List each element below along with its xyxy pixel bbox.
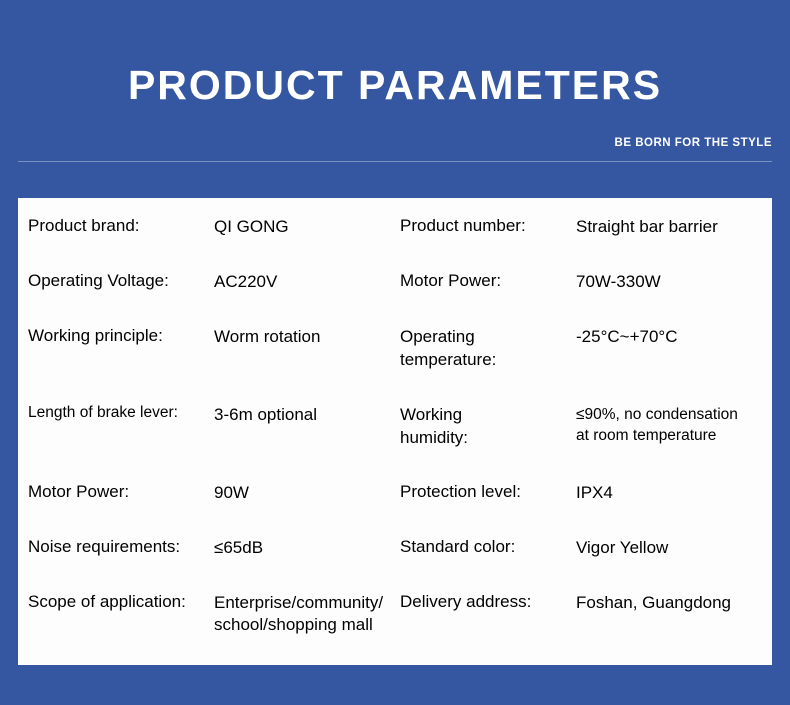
- param-value: Vigor Yellow: [576, 535, 762, 560]
- param-label: Delivery address:: [400, 590, 576, 638]
- param-label: Motor Power:: [400, 269, 576, 294]
- param-value: -25°C~+70°C: [576, 324, 762, 372]
- param-value: ≤65dB: [214, 535, 400, 560]
- param-label: Scope of application:: [28, 590, 214, 638]
- param-label: Motor Power:: [28, 480, 214, 505]
- param-value: ≤90%, no condensationat room temperature: [576, 402, 762, 450]
- header: PRODUCT PARAMETERS BE BORN FOR THE STYLE: [0, 0, 790, 180]
- param-value: 3-6m optional: [214, 402, 400, 450]
- param-label: Operatingtemperature:: [400, 324, 576, 372]
- page-container: PRODUCT PARAMETERS BE BORN FOR THE STYLE…: [0, 0, 790, 705]
- param-label: Workinghumidity:: [400, 402, 576, 450]
- page-subtitle: BE BORN FOR THE STYLE: [615, 137, 772, 149]
- param-value: QI GONG: [214, 214, 400, 239]
- param-value: 70W-330W: [576, 269, 762, 294]
- subtitle-row: BE BORN FOR THE STYLE: [0, 137, 790, 149]
- param-label: Working principle:: [28, 324, 214, 372]
- param-label: Product number:: [400, 214, 576, 239]
- param-label: Length of brake lever:: [28, 402, 214, 450]
- parameters-panel: Product brand: QI GONG Product number: S…: [18, 198, 772, 665]
- param-value: 90W: [214, 480, 400, 505]
- param-value: Foshan, Guangdong: [576, 590, 762, 638]
- page-title: PRODUCT PARAMETERS: [0, 62, 790, 109]
- param-label: Standard color:: [400, 535, 576, 560]
- param-label: Operating Voltage:: [28, 269, 214, 294]
- param-value: AC220V: [214, 269, 400, 294]
- param-label: Product brand:: [28, 214, 214, 239]
- param-value: Enterprise/community/school/shopping mal…: [214, 590, 400, 638]
- param-label: Noise requirements:: [28, 535, 214, 560]
- param-value: IPX4: [576, 480, 762, 505]
- param-value: Worm rotation: [214, 324, 400, 372]
- param-value: Straight bar barrier: [576, 214, 762, 239]
- param-label: Protection level:: [400, 480, 576, 505]
- divider: [18, 161, 772, 162]
